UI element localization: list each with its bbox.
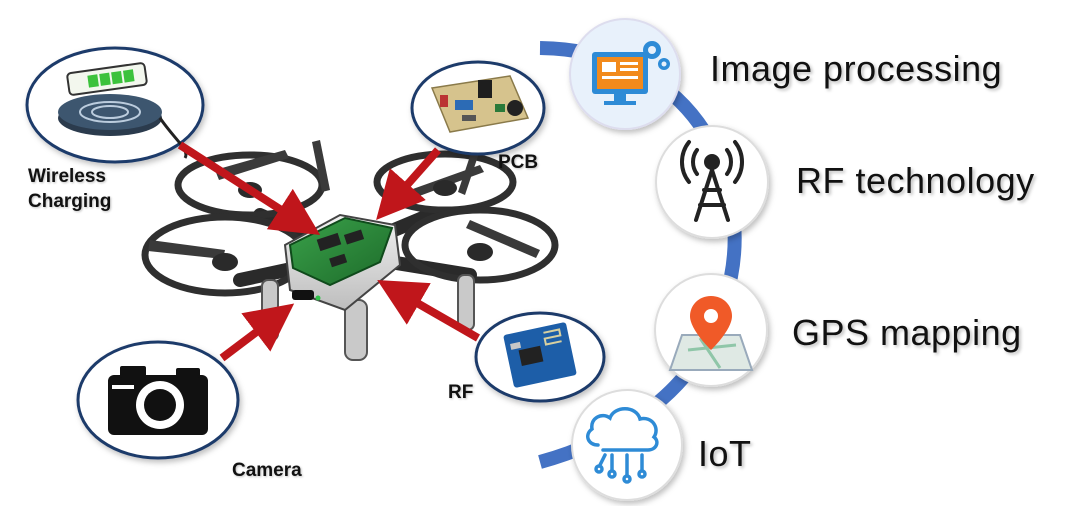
arrow-wireless — [177, 141, 321, 235]
image-processing-label: Image processing — [710, 48, 1003, 89]
rf-technology-circle — [655, 125, 769, 239]
iot-label: IoT — [698, 433, 752, 474]
pcb-icon — [430, 75, 530, 133]
component-arrows — [177, 141, 480, 362]
arrow-camera — [219, 303, 295, 362]
arrow-rf — [377, 280, 480, 342]
wireless-charging-label: Wireless Charging — [28, 164, 111, 214]
wireless-charging-icon — [58, 62, 188, 159]
rf-technology-label: RF technology — [796, 160, 1035, 201]
camera-label: Camera — [232, 460, 302, 481]
wireless-label-line1: Wireless — [28, 166, 106, 187]
rf-module-icon — [503, 322, 577, 388]
pcb-label: PCB — [498, 152, 539, 173]
drone-illustration — [141, 140, 559, 361]
image-processing-icon — [592, 41, 670, 105]
rf-label: RF — [448, 382, 474, 403]
wireless-label-line2: Charging — [28, 191, 112, 212]
gps-mapping-label: GPS mapping — [792, 312, 1022, 353]
camera-icon — [108, 366, 208, 435]
arrow-pcb — [376, 147, 441, 220]
antenna-tower-icon — [679, 140, 745, 222]
cloud-iot-icon — [586, 407, 659, 484]
map-pin-icon — [668, 296, 754, 371]
